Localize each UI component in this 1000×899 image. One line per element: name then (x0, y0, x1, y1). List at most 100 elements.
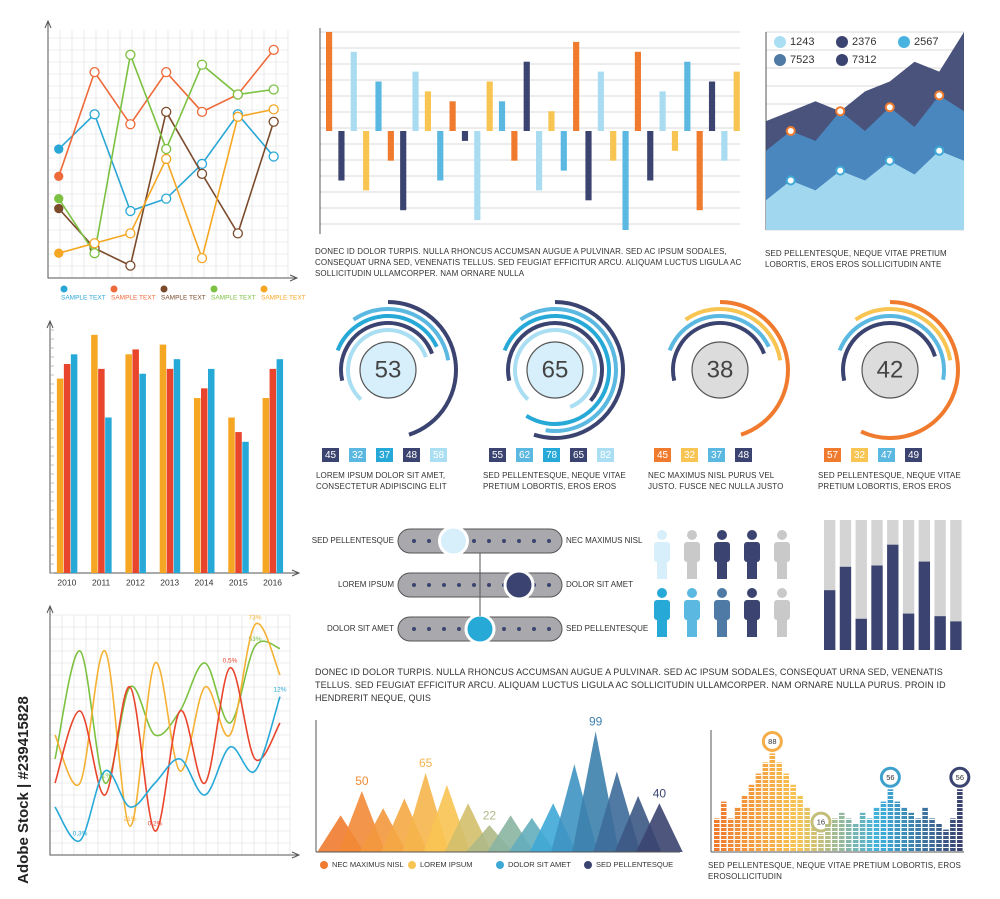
bar (585, 131, 592, 201)
person-body (714, 600, 730, 620)
data-point (54, 203, 64, 214)
data-point (89, 248, 100, 259)
data-point (196, 158, 208, 170)
data-point (934, 145, 945, 156)
ring-arc (346, 328, 428, 401)
bar-background (855, 520, 867, 650)
value-label: 57 (827, 450, 839, 461)
data-point (125, 49, 136, 60)
slider-knob (437, 525, 469, 557)
bar (56, 378, 64, 573)
slider-dot (532, 627, 536, 631)
data-point (125, 119, 136, 130)
data-point (785, 175, 796, 186)
person-legs (687, 561, 697, 579)
legend-marker (408, 861, 416, 869)
bar-stripes (957, 789, 963, 852)
bar (387, 131, 394, 161)
data-point (89, 238, 100, 249)
bar (400, 131, 407, 211)
label-badge (879, 766, 901, 788)
person-body (774, 600, 790, 620)
axis-arrow (46, 319, 301, 577)
bar-stripes (804, 807, 810, 852)
bar-stripes (894, 801, 901, 852)
bar (610, 131, 617, 161)
bar (166, 368, 174, 573)
bar (194, 398, 201, 573)
bar (208, 368, 215, 573)
person-head (717, 588, 727, 598)
bar (139, 373, 146, 573)
person-body (744, 600, 760, 620)
bar (201, 388, 208, 573)
legend-label: SAMPLE TEXT (261, 295, 306, 302)
bar-stripes (936, 824, 942, 852)
value-label: 55 (492, 450, 504, 461)
value-label: 99 (589, 714, 603, 728)
ring-arc (837, 314, 946, 381)
person-body (714, 542, 730, 562)
data-point (161, 153, 172, 165)
point-label: 53% (248, 636, 261, 643)
value-label: 32 (854, 450, 866, 461)
value-label: 65 (573, 450, 585, 461)
bar (269, 368, 277, 573)
legend-marker (320, 861, 328, 869)
slider-right: NEC MAXIMUS NISL (566, 536, 643, 545)
person-head (717, 530, 727, 540)
bar (91, 334, 98, 573)
value-label: 50 (355, 774, 369, 788)
bar (560, 131, 567, 171)
data-point (161, 193, 172, 204)
legend-marker (160, 285, 168, 293)
value-box (735, 448, 752, 462)
value-label: 45 (325, 450, 337, 461)
value-box (516, 448, 533, 462)
data-point (125, 228, 136, 239)
data-point (89, 109, 100, 120)
bar-stripes (839, 812, 845, 852)
bar (350, 51, 357, 131)
slider-dot (442, 627, 446, 631)
bar-stripes (748, 784, 755, 852)
data-point (268, 104, 279, 115)
bar-stripes (859, 812, 866, 852)
point-label: 12% (273, 686, 286, 693)
bar (855, 618, 867, 650)
data-point (268, 44, 279, 55)
value-label: 37 (379, 450, 391, 461)
bar (338, 131, 345, 181)
value-label: 58 (433, 450, 445, 461)
data-point (835, 106, 846, 117)
legend-label: SED PELLENTESQUE (596, 860, 673, 869)
value-label: 16 (817, 818, 825, 827)
bar (461, 131, 469, 141)
bar-stripes (852, 824, 859, 852)
slider-dot (412, 583, 416, 587)
bar-stripes (811, 818, 817, 852)
data-point (232, 89, 244, 100)
slider-knob (464, 613, 496, 645)
point-label: 73% (248, 614, 261, 621)
slider-right: DOLOR SIT AMET (566, 580, 633, 589)
bar (125, 354, 132, 573)
paragraph: DONEC ID DOLOR TURPIS. NULLA RHONCUS ACC… (315, 667, 946, 703)
data-point (161, 106, 172, 117)
ring-arc (841, 321, 937, 382)
slider-right: SED PELLENTESQUE (566, 624, 648, 633)
data-point (125, 260, 136, 271)
point-label: 21% (123, 816, 136, 823)
x-tick-label: 2011 (92, 577, 111, 587)
bar-stripes (873, 807, 880, 852)
bar (902, 613, 915, 650)
data-point (161, 143, 172, 155)
data-point (835, 165, 846, 176)
x-tick-label: 2012 (126, 577, 145, 587)
value-label: 56 (956, 773, 964, 782)
bar (659, 91, 666, 131)
bar-stripes (720, 801, 727, 852)
bar (696, 131, 703, 211)
